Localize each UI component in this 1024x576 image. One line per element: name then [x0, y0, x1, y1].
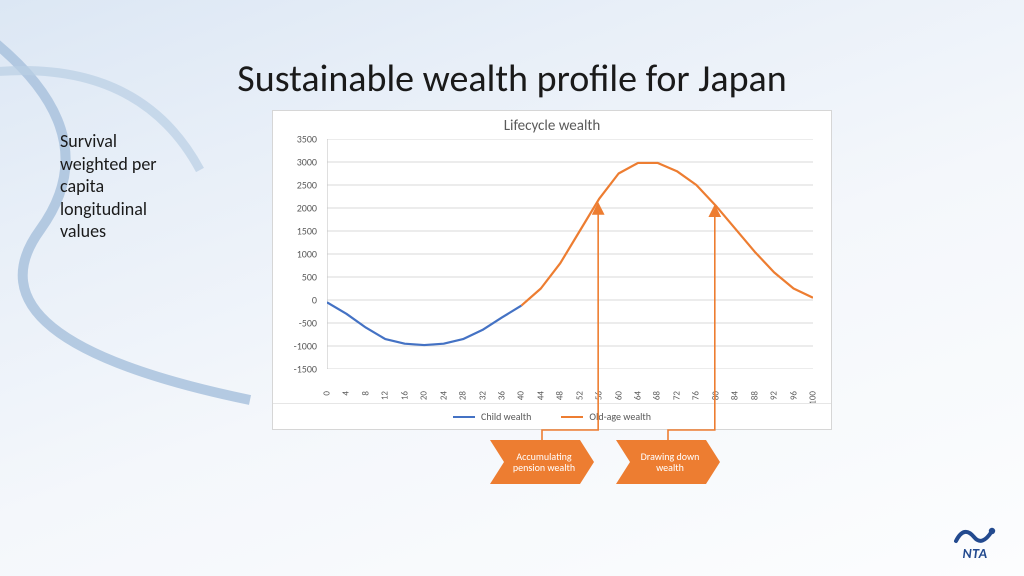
nta-logo-icon	[952, 523, 998, 545]
x-tick-label: 80	[710, 391, 721, 400]
x-tick-label: 32	[477, 391, 488, 400]
x-axis-labels: 0481216202428323640444852566064687276808…	[327, 372, 813, 402]
y-tick-label: -1500	[294, 363, 317, 376]
x-tick-label: 16	[399, 391, 410, 400]
side-caption: Survival weighted per capita longitudina…	[60, 130, 170, 243]
slide-title: Sustainable wealth profile for Japan	[0, 56, 1024, 102]
legend-swatch-oldage	[561, 416, 583, 418]
y-tick-label: 3000	[297, 156, 317, 169]
x-tick-label: 84	[730, 391, 741, 400]
legend-item-child: Child wealth	[453, 410, 531, 423]
x-tick-label: 48	[555, 391, 566, 400]
x-tick-label: 28	[458, 391, 469, 400]
annotation-arrows: Accumulating pension wealth Drawing down…	[490, 440, 750, 490]
y-tick-label: 3500	[297, 133, 317, 146]
legend-item-oldage: Old-age wealth	[561, 410, 651, 423]
x-tick-label: 36	[496, 391, 507, 400]
annotation-accumulating: Accumulating pension wealth	[490, 440, 594, 484]
y-tick-label: 500	[302, 271, 317, 284]
y-tick-label: 0	[312, 294, 317, 307]
chart-title: Lifecycle wealth	[273, 111, 831, 137]
chart-legend: Child wealth Old-age wealth	[273, 403, 831, 429]
x-tick-label: 92	[769, 391, 780, 400]
x-tick-label: 64	[633, 391, 644, 400]
y-tick-label: 1000	[297, 248, 317, 261]
y-axis-labels: -1500-1000-50005001000150020002500300035…	[273, 139, 321, 369]
x-tick-label: 4	[341, 391, 352, 396]
lifecycle-wealth-chart: Lifecycle wealth -1500 -1000 -500 0 500 1000 1…	[272, 110, 832, 430]
x-tick-label: 60	[613, 391, 624, 400]
x-tick-label: 68	[652, 391, 663, 400]
annotation-drawing-down-label: Drawing down wealth	[630, 451, 710, 473]
x-tick-label: 56	[594, 391, 605, 400]
x-tick-label: 12	[380, 391, 391, 400]
nta-logo: NTA	[952, 523, 998, 562]
legend-label-child: Child wealth	[481, 410, 531, 423]
annotation-accumulating-label: Accumulating pension wealth	[504, 451, 584, 473]
y-tick-label: 2000	[297, 202, 317, 215]
x-tick-label: 24	[438, 391, 449, 400]
y-tick-label: -1000	[294, 340, 317, 353]
x-tick-label: 72	[671, 391, 682, 400]
annotation-drawing-down: Drawing down wealth	[616, 440, 720, 484]
x-tick-label: 96	[788, 391, 799, 400]
y-tick-label: 2500	[297, 179, 317, 192]
x-tick-label: 52	[574, 391, 585, 400]
x-tick-label: 20	[419, 391, 430, 400]
x-tick-label: 0	[322, 391, 333, 396]
chart-plot-area	[327, 139, 813, 369]
legend-label-oldage: Old-age wealth	[589, 410, 651, 423]
legend-swatch-child	[453, 416, 475, 418]
x-tick-label: 44	[535, 391, 546, 400]
x-tick-label: 76	[691, 391, 702, 400]
y-tick-label: 1500	[297, 225, 317, 238]
x-tick-label: 40	[516, 391, 527, 400]
x-tick-label: 8	[360, 391, 371, 396]
nta-logo-text: NTA	[962, 545, 987, 562]
y-tick-label: -500	[299, 317, 317, 330]
x-tick-label: 88	[749, 391, 760, 400]
